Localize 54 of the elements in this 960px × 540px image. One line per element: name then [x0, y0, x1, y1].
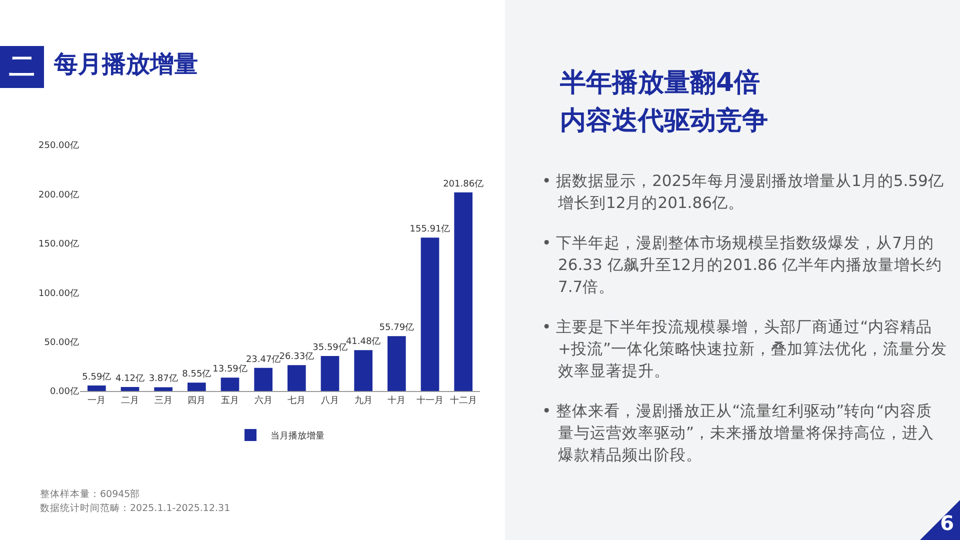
text: 半年播放量翻4倍 [560, 67, 762, 100]
y-tick-label: 200.00亿 [38, 189, 79, 200]
bar [254, 368, 272, 391]
bar [288, 365, 306, 391]
bar [420, 238, 440, 391]
bar [454, 192, 472, 391]
text: • 下半年起，漫剧整体市场规模呈指数级爆发，从7月的26.33 亿飙升至12月的201.86 亿半年内播放量增长约7.7倍。 [542, 233, 944, 298]
text: • 主要是下半年投流规模暴增，头部厂商通过“内容精品+投流”一体化策略快速拉新，叠加算法优化，流量分发效率显著提升。 [542, 317, 948, 382]
x-tick-label: 十二月 [450, 394, 477, 406]
data-label: 26.33亿 [279, 351, 314, 362]
text: 6 [920, 500, 960, 540]
text: 二 [0, 46, 44, 88]
bar [88, 386, 106, 391]
data-label: 8.55亿 [182, 368, 212, 380]
data-label: 23.47亿 [246, 354, 281, 365]
y-tick-label: 50.00亿 [44, 336, 79, 348]
bar [354, 350, 372, 391]
x-tick-label: 四月 [188, 396, 206, 406]
y-tick-label: 100.00亿 [38, 288, 79, 299]
data-label: 4.12亿 [115, 372, 145, 384]
y-tick-label: 250.00亿 [38, 140, 79, 152]
text: • 整体来看，漫剧播放正从“流量红利驱动”转向“内容质量与运营效率驱动”，未来播放增量将保持高位，进入爆款精品频出阶段。 [542, 401, 936, 466]
data-label: 5.59亿 [82, 372, 112, 382]
x-tick-label: 八月 [321, 394, 339, 406]
x-tick-label: 五月 [221, 396, 239, 406]
x-tick-label: 十一月 [416, 394, 444, 406]
x-tick-label: 九月 [354, 394, 372, 406]
data-label: 35.59亿 [312, 342, 348, 353]
y-tick-label: 0.00亿 [50, 386, 79, 398]
bar [388, 336, 406, 391]
x-tick-label: 七月 [288, 394, 306, 406]
text: 数据统计时间范畴：2025.1.1-2025.12.31 [40, 503, 230, 514]
bar [188, 382, 206, 391]
bar [220, 378, 240, 391]
text: 内容迭代驱动竞争 [560, 105, 768, 138]
bar [120, 386, 140, 391]
data-label: 201.86亿 [443, 178, 484, 190]
x-tick-label: 二月 [121, 396, 139, 406]
x-tick-label: 十月 [388, 394, 406, 406]
x-tick-label: 六月 [254, 394, 272, 406]
data-label: 55.79亿 [379, 322, 414, 334]
text: • 据数据显示，2025年每月漫剧播放增量从1月的5.59亿增长到12月的201.86亿。 [542, 171, 945, 214]
data-label: 3.87亿 [148, 373, 178, 384]
data-label: 41.48亿 [346, 336, 381, 348]
legend-label: 当月播放增量 [270, 430, 324, 442]
y-tick-label: 150.00亿 [38, 238, 79, 250]
x-tick-label: 三月 [154, 396, 172, 406]
data-label: 13.59亿 [212, 364, 248, 375]
text: 整体样本量：60945部 [40, 489, 140, 500]
data-label: 155.91亿 [410, 224, 450, 235]
bar [320, 356, 340, 391]
chart-title: 每月播放增量 [54, 49, 198, 80]
x-tick-label: 一月 [88, 396, 106, 406]
bar [154, 387, 172, 391]
